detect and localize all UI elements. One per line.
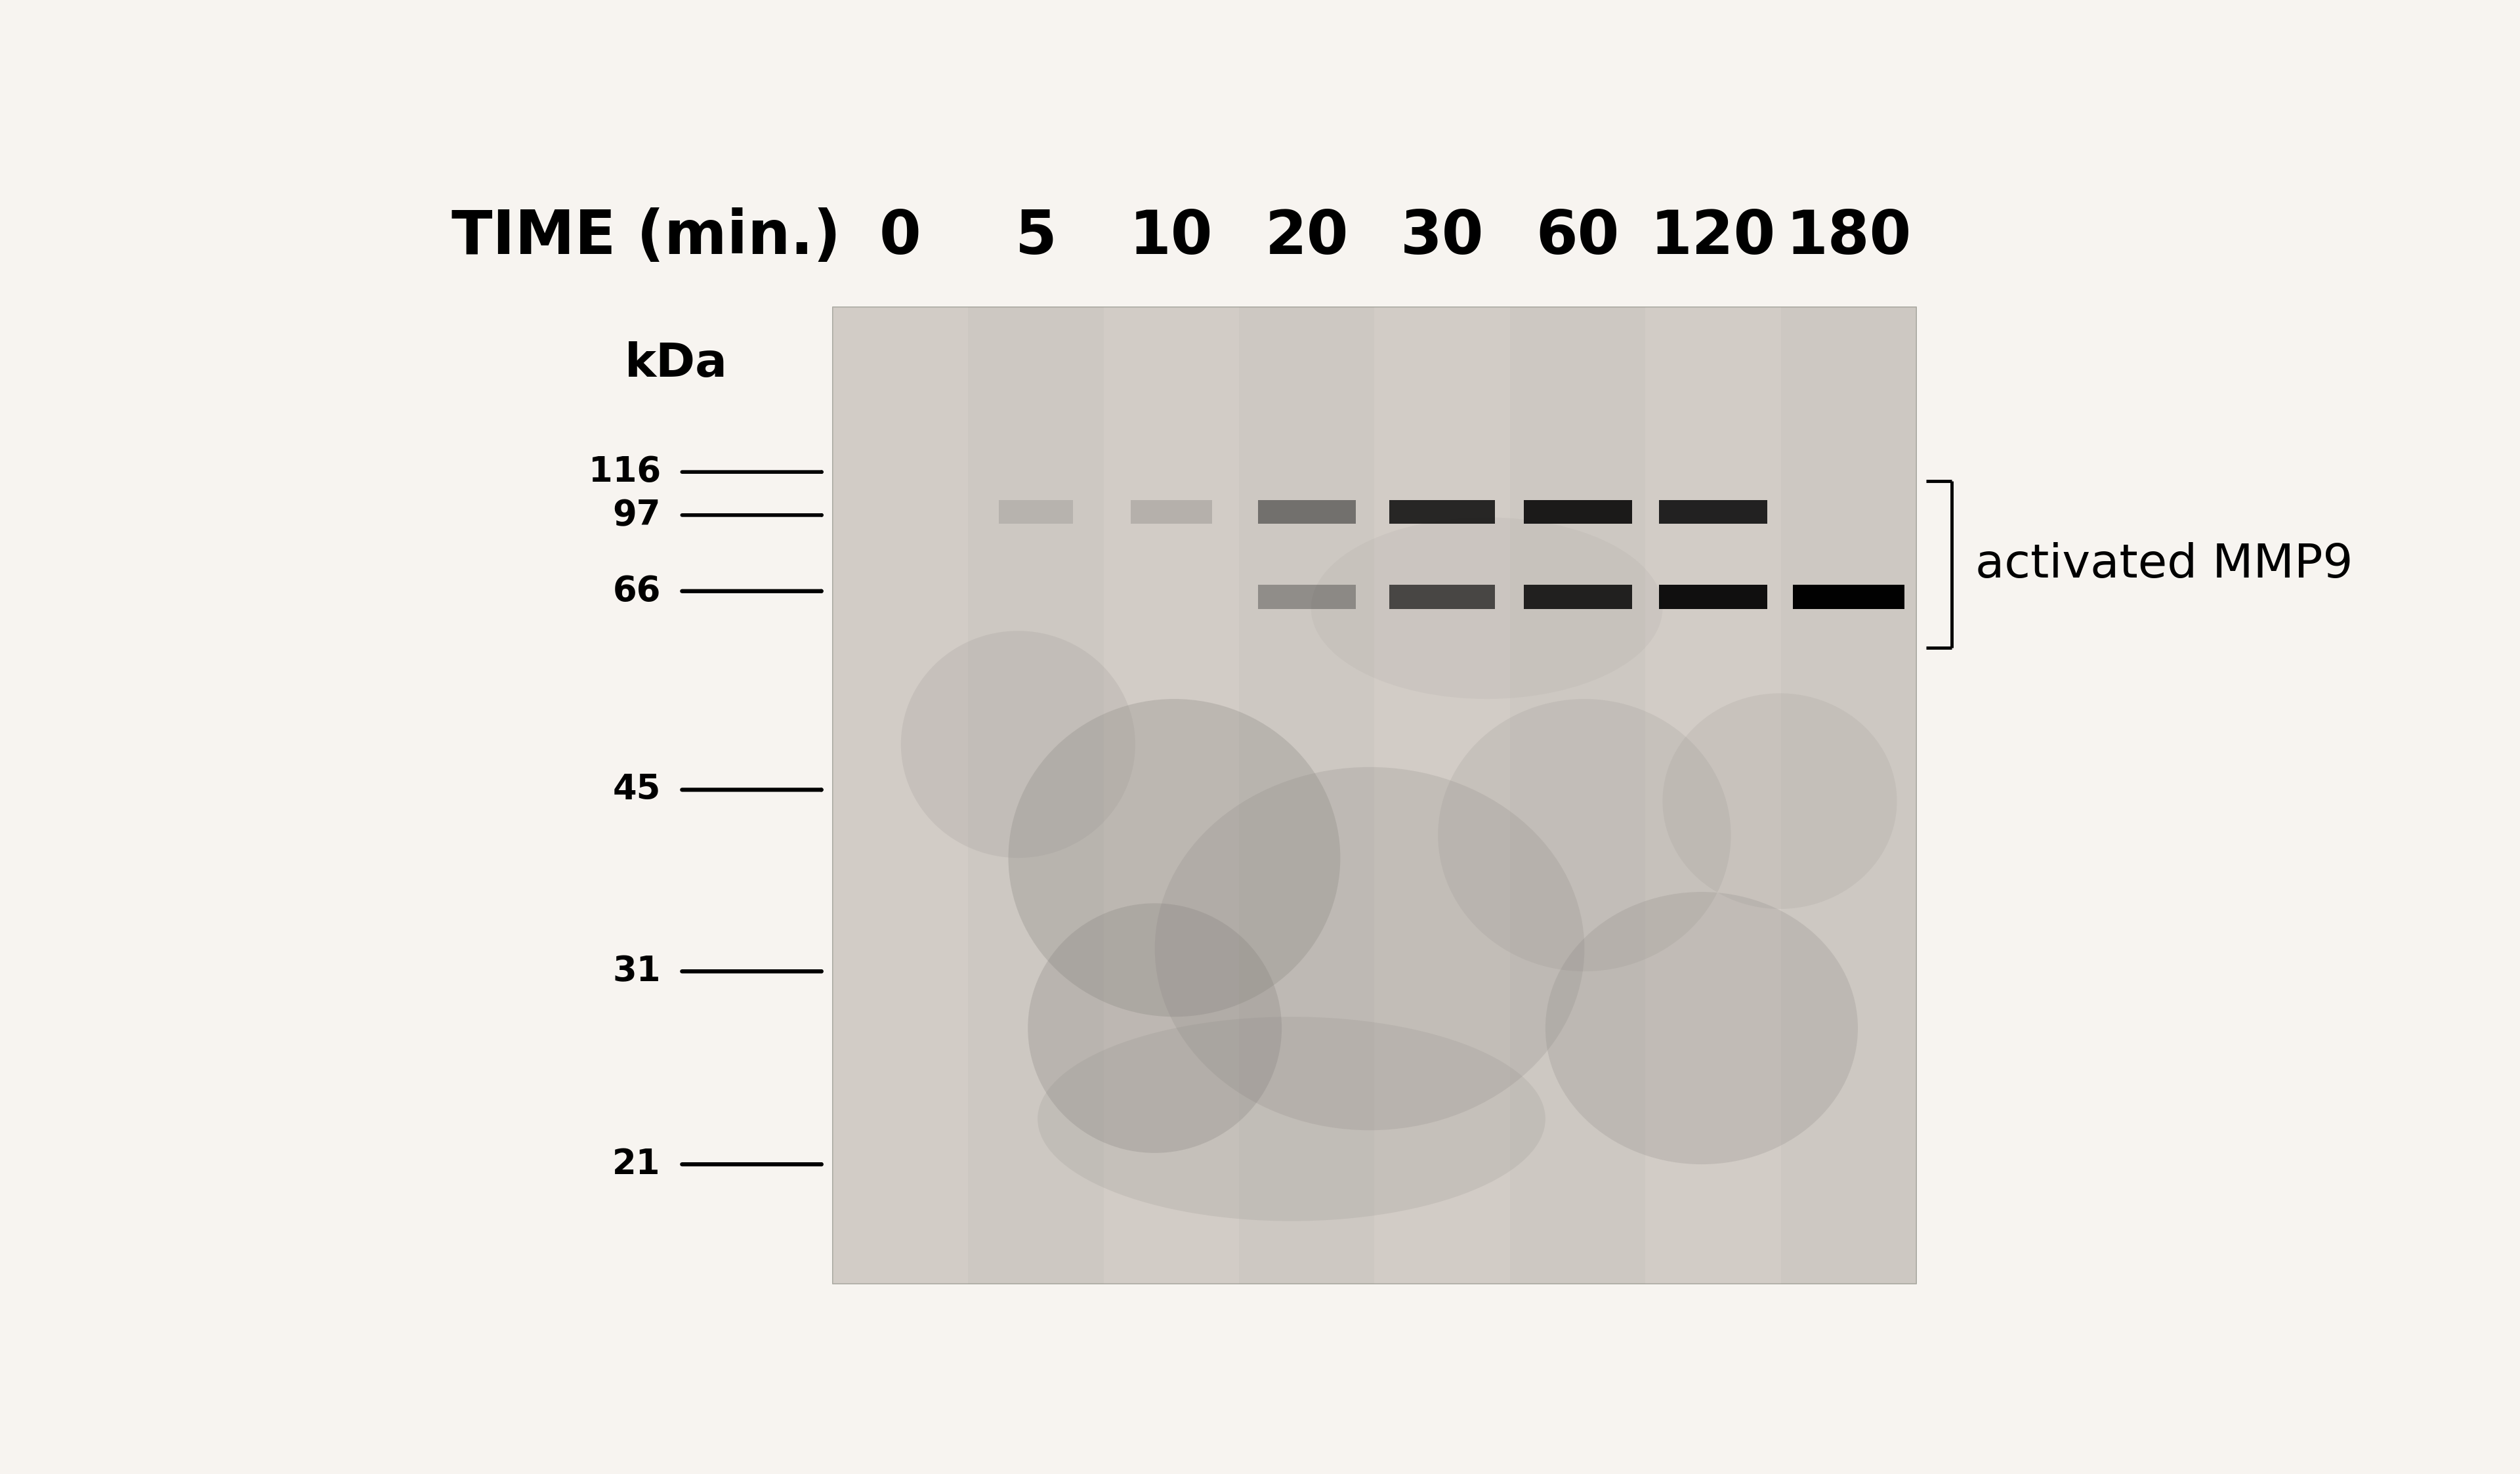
Text: 60: 60 — [1537, 208, 1620, 267]
Ellipse shape — [1028, 904, 1283, 1153]
Bar — [1257, 585, 1356, 609]
Text: 5: 5 — [1016, 208, 1056, 267]
Bar — [1389, 500, 1494, 523]
Text: 66: 66 — [612, 573, 660, 609]
Text: 31: 31 — [612, 954, 660, 989]
Bar — [832, 308, 1915, 1284]
Ellipse shape — [902, 631, 1134, 858]
Text: 45: 45 — [612, 772, 660, 806]
Bar — [1525, 500, 1633, 523]
Bar — [1131, 500, 1212, 523]
Bar — [1389, 585, 1494, 609]
Ellipse shape — [1439, 699, 1731, 971]
Bar — [1373, 308, 1509, 1284]
Text: 120: 120 — [1651, 208, 1777, 267]
Text: 116: 116 — [587, 455, 660, 489]
Bar — [1257, 500, 1356, 523]
Text: 30: 30 — [1401, 208, 1484, 267]
Text: 10: 10 — [1129, 208, 1212, 267]
Bar — [998, 500, 1074, 523]
Bar — [968, 308, 1104, 1284]
Ellipse shape — [1008, 699, 1341, 1017]
Text: 97: 97 — [612, 498, 660, 532]
Bar — [1104, 308, 1240, 1284]
Bar — [1509, 308, 1646, 1284]
Bar — [1240, 308, 1373, 1284]
Ellipse shape — [1154, 766, 1585, 1131]
Text: 0: 0 — [879, 208, 922, 267]
Bar — [1525, 585, 1633, 609]
Text: 21: 21 — [612, 1147, 660, 1181]
Ellipse shape — [1310, 517, 1663, 699]
Text: 20: 20 — [1265, 208, 1348, 267]
Bar — [1658, 585, 1767, 609]
Text: kDa: kDa — [625, 342, 728, 386]
Bar — [832, 308, 968, 1284]
Bar — [1782, 308, 1918, 1284]
Ellipse shape — [1038, 1017, 1545, 1220]
Text: TIME (min.): TIME (min.) — [451, 208, 842, 267]
Bar — [1646, 308, 1782, 1284]
Text: 180: 180 — [1787, 208, 1913, 267]
Bar — [1794, 585, 1905, 609]
Text: activated MMP9: activated MMP9 — [1976, 542, 2354, 587]
Ellipse shape — [1663, 693, 1898, 909]
Ellipse shape — [1545, 892, 1857, 1164]
Bar — [1658, 500, 1767, 523]
